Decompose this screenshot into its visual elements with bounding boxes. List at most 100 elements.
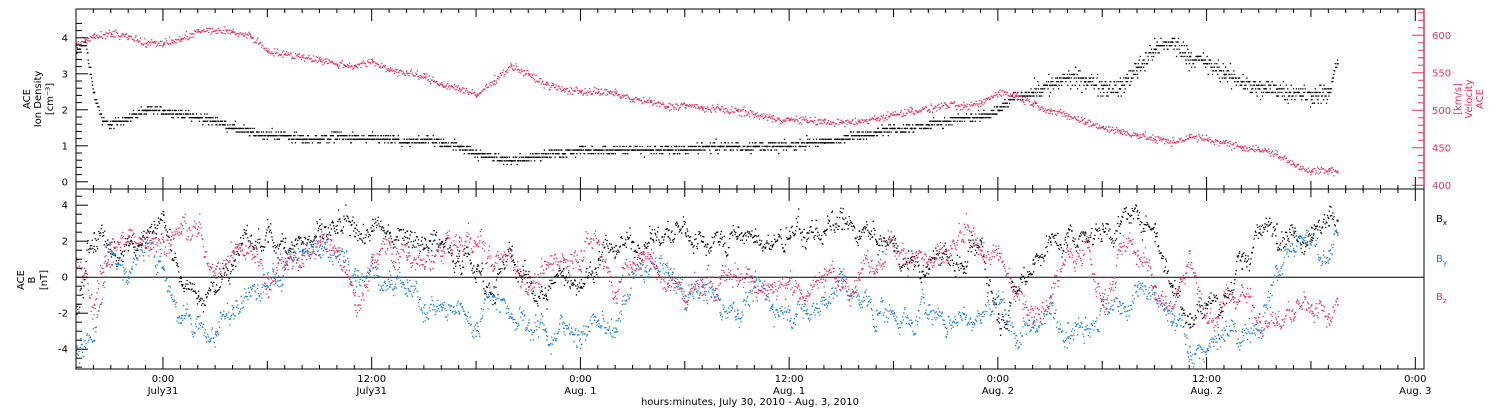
density-point <box>1243 81 1245 83</box>
density-data-point <box>110 124 113 126</box>
velocity-point <box>122 34 125 36</box>
density-point <box>512 160 514 162</box>
density-point <box>614 145 616 148</box>
density-point <box>469 145 471 148</box>
density-point <box>1082 77 1085 79</box>
density-point <box>136 113 138 115</box>
bx-point <box>127 238 129 240</box>
density-point <box>1250 84 1252 86</box>
density-point <box>1101 88 1103 90</box>
density-point <box>394 142 396 144</box>
density-point <box>1165 41 1168 43</box>
density-point <box>735 142 737 144</box>
bx-point <box>292 248 294 250</box>
density-point <box>355 135 357 137</box>
density-point <box>204 113 206 115</box>
density-point <box>581 145 583 148</box>
density-point <box>1034 88 1036 90</box>
density-point <box>829 142 831 144</box>
velocity-point <box>516 69 519 71</box>
velocity-point <box>742 109 744 111</box>
density-point <box>320 138 322 140</box>
bx-point <box>223 268 225 270</box>
velocity-point <box>894 111 896 113</box>
density-point <box>777 145 779 148</box>
velocity-point <box>1233 143 1235 145</box>
velocity-point <box>440 83 442 85</box>
density-point <box>98 109 101 112</box>
bx-point <box>134 255 137 257</box>
bx-point <box>220 275 223 277</box>
density-point <box>344 135 346 137</box>
velocity-point <box>96 34 98 36</box>
velocity-point <box>877 116 879 119</box>
velocity-point <box>138 40 140 42</box>
velocity-point <box>354 66 356 68</box>
velocity-point <box>1065 115 1067 117</box>
bx-point <box>113 241 116 243</box>
density-point <box>927 124 929 126</box>
velocity-point <box>315 56 317 58</box>
density-point <box>667 145 669 148</box>
velocity-point <box>941 106 943 108</box>
velocity-point <box>1211 140 1213 142</box>
density-point <box>1325 102 1328 104</box>
density-point <box>856 131 858 133</box>
velocity-data-point <box>563 89 565 91</box>
velocity-point <box>85 38 87 41</box>
velocity-point <box>741 115 743 117</box>
bx-point <box>151 232 153 234</box>
velocity-point <box>1262 149 1264 151</box>
bx-point <box>301 242 303 244</box>
density-point <box>561 149 563 151</box>
velocity-point <box>761 113 763 115</box>
velocity-point <box>311 61 313 63</box>
velocity-point <box>995 94 997 96</box>
velocity-point <box>444 85 447 87</box>
density-point <box>969 117 971 119</box>
bx-point <box>314 237 316 239</box>
density-point <box>308 142 310 144</box>
density-point <box>798 142 800 144</box>
velocity-point <box>706 106 709 108</box>
velocity-point <box>853 123 855 126</box>
bx-point <box>267 218 269 221</box>
velocity-point <box>308 55 310 57</box>
bx-point <box>243 229 245 231</box>
bx-point <box>191 288 193 290</box>
density-point <box>450 145 452 148</box>
density-point <box>1011 95 1014 97</box>
density-point <box>1029 95 1032 97</box>
density-data-point <box>806 142 809 144</box>
density-point <box>999 106 1001 108</box>
density-point <box>703 145 705 148</box>
velocity-point <box>899 113 901 116</box>
density-point <box>1042 88 1044 90</box>
velocity-point <box>850 122 853 124</box>
velocity-point <box>885 116 887 119</box>
density-point <box>678 145 680 148</box>
velocity-point <box>286 50 288 53</box>
density-point <box>1034 91 1037 94</box>
bx-point <box>273 242 275 244</box>
density-point <box>784 145 787 148</box>
velocity-point <box>593 90 595 92</box>
density-point <box>716 149 718 151</box>
velocity-point <box>831 122 833 124</box>
density-point <box>894 127 896 130</box>
velocity-point <box>1082 119 1084 121</box>
bx-point <box>208 287 211 289</box>
density-point <box>716 149 719 151</box>
velocity-point <box>108 29 110 31</box>
density-point <box>424 142 426 144</box>
density-point <box>537 156 540 158</box>
density-point <box>574 149 576 151</box>
density-data-point <box>876 131 878 133</box>
density-point <box>182 117 184 119</box>
velocity-point <box>735 109 738 112</box>
density-point <box>169 109 171 112</box>
velocity-point <box>490 85 493 87</box>
velocity-point <box>329 60 331 62</box>
velocity-point <box>738 114 741 117</box>
density-point <box>674 149 676 151</box>
